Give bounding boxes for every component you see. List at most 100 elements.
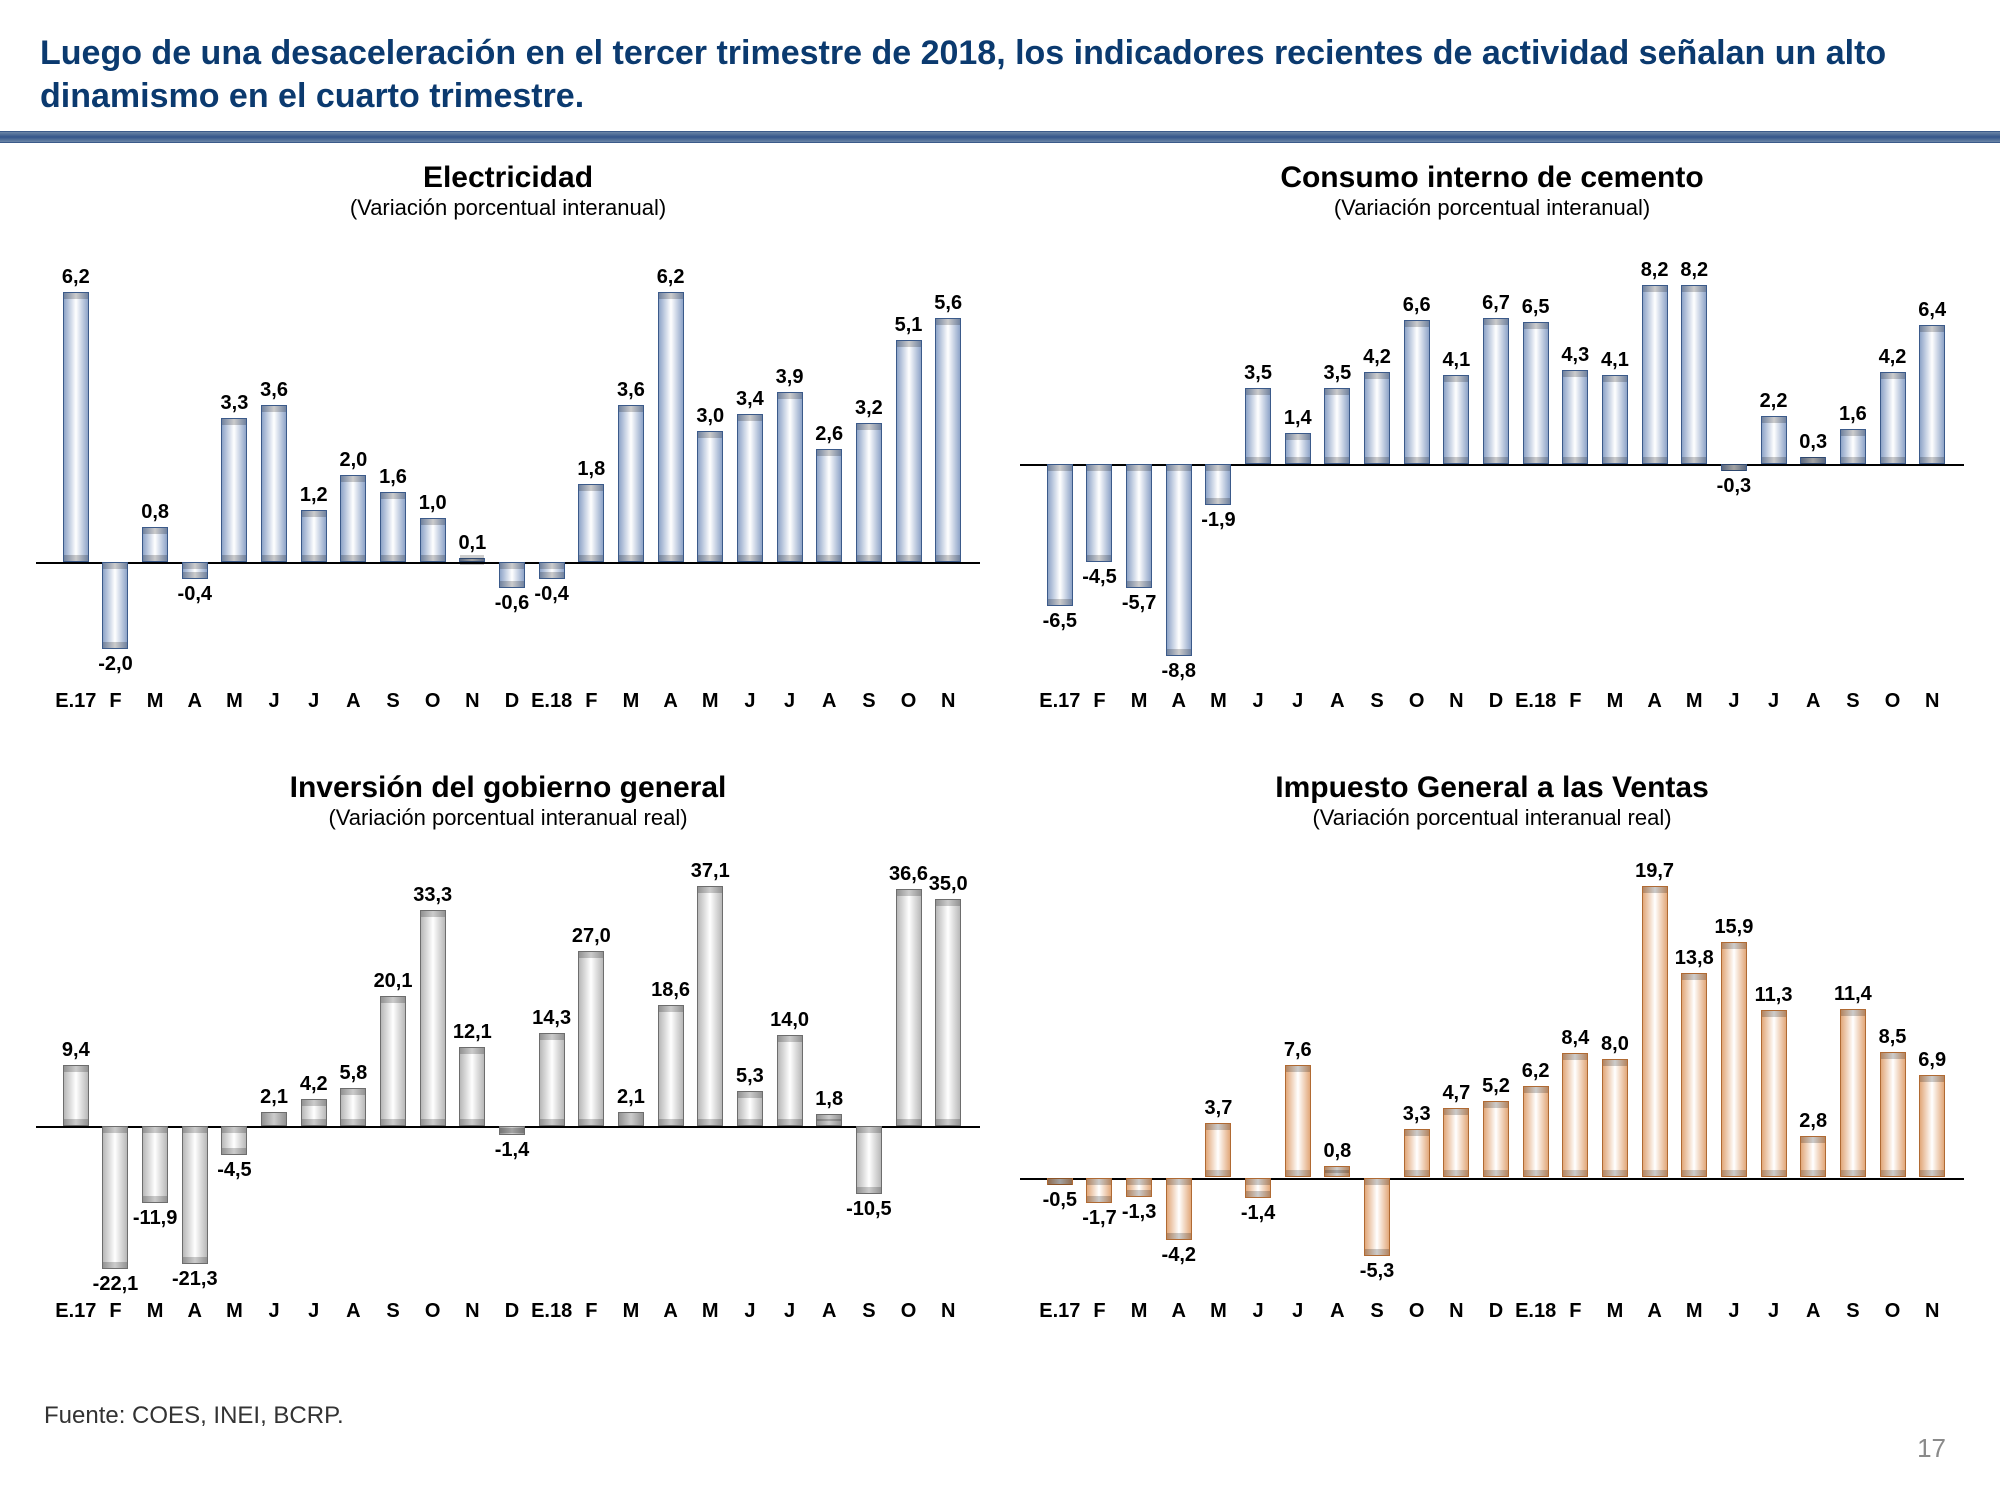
chart-subtitle: (Variación porcentual interanual real) (1020, 805, 1964, 831)
chart-value-label: -11,9 (133, 1207, 177, 1230)
chart-bar (1523, 322, 1549, 464)
chart-value-label: -0,4 (178, 583, 212, 606)
chart-category-label: S (1370, 1300, 1383, 1323)
chart-category-label: M (1686, 690, 1703, 713)
chart-bar (142, 1126, 168, 1203)
chart-value-label: -1,4 (1241, 1202, 1275, 1225)
chart-category-label: J (744, 690, 755, 713)
chart-category-label: M (1686, 1300, 1703, 1323)
chart-value-label: 7,6 (1284, 1039, 1312, 1062)
chart-category-label: S (386, 690, 399, 713)
chart-bar (896, 889, 922, 1126)
chart-value-label: 14,3 (532, 1007, 571, 1030)
chart-category-label: D (505, 1300, 519, 1323)
chart-value-label: 6,5 (1522, 296, 1550, 319)
chart-bar (1285, 1065, 1311, 1177)
chart-category-label: J (1292, 1300, 1303, 1323)
chart-bar (658, 292, 684, 562)
chart-value-label: 4,3 (1561, 344, 1589, 367)
chart-value-label: 8,4 (1561, 1027, 1589, 1050)
chart-category-label: M (1607, 690, 1624, 713)
chart-value-label: 1,8 (815, 1088, 843, 1111)
chart-bar (1880, 372, 1906, 464)
chart-bar (1166, 464, 1192, 656)
chart-bar (737, 1091, 763, 1125)
chart-value-label: 3,5 (1244, 362, 1272, 385)
chart-category-label: A (188, 1300, 202, 1323)
chart-value-label: 14,0 (770, 1009, 809, 1032)
chart-bar (1364, 372, 1390, 464)
chart-value-label: -22,1 (93, 1273, 139, 1296)
chart-category-label: A (346, 690, 360, 713)
chart-bar (1205, 1123, 1231, 1178)
chart-category-label: J (269, 1300, 280, 1323)
chart-category-label: A (346, 1300, 360, 1323)
chart-bar (737, 414, 763, 562)
chart-category-label: M (226, 1300, 243, 1323)
chart-bar (1642, 886, 1668, 1177)
chart-value-label: -6,5 (1043, 610, 1077, 633)
chart-value-label: 8,5 (1879, 1026, 1907, 1049)
chart-category-label: F (1093, 690, 1105, 713)
chart-bar (1047, 1178, 1073, 1185)
chart-category-label: J (1728, 1300, 1739, 1323)
chart-value-label: -8,8 (1162, 660, 1196, 683)
chart-category-label: J (784, 690, 795, 713)
chart-bar (658, 1005, 684, 1125)
charts-grid: Electricidad (Variación porcentual inter… (36, 161, 1964, 1341)
chart-value-label: 3,6 (617, 379, 645, 402)
chart-category-label: N (1925, 690, 1939, 713)
chart-category-label: E.18 (1515, 1300, 1556, 1323)
chart-bar (380, 492, 406, 562)
chart-value-label: 2,1 (617, 1086, 645, 1109)
chart-bar (1761, 1010, 1787, 1177)
chart-value-label: 2,8 (1799, 1110, 1827, 1133)
chart-bar (777, 1035, 803, 1126)
chart-value-label: 2,1 (260, 1086, 288, 1109)
chart-value-label: 3,3 (221, 392, 249, 415)
chart-value-label: 6,9 (1918, 1049, 1946, 1072)
chart-subtitle: (Variación porcentual interanual) (36, 195, 980, 221)
chart-value-label: 1,8 (577, 458, 605, 481)
chart-category-label: M (1131, 1300, 1148, 1323)
chart-bar (1919, 325, 1945, 464)
chart-category-label: E.17 (1039, 690, 1080, 713)
chart-category-label: S (862, 1300, 875, 1323)
chart-value-label: 1,0 (419, 492, 447, 515)
chart-value-label: 8,2 (1680, 259, 1708, 282)
chart-category-label: M (702, 690, 719, 713)
chart-value-label: 1,6 (1839, 403, 1867, 426)
chart-title: Impuesto General a las Ventas (1020, 771, 1964, 805)
chart-category-label: S (862, 690, 875, 713)
chart-bar (1681, 973, 1707, 1177)
chart-bar (856, 423, 882, 562)
chart-category-label: M (226, 690, 243, 713)
chart-bar (1047, 464, 1073, 606)
chart-bar (1324, 388, 1350, 464)
chart-value-label: -4,2 (1162, 1244, 1196, 1267)
chart-title: Inversión del gobierno general (36, 771, 980, 805)
chart-category-label: M (623, 690, 640, 713)
chart-bar (1443, 1108, 1469, 1177)
chart-bar (380, 996, 406, 1126)
chart-bar (182, 562, 208, 579)
chart-category-label: A (1330, 1300, 1344, 1323)
chart-bar (1761, 416, 1787, 464)
chart-category-label: E.18 (531, 1300, 572, 1323)
chart-category-label: S (1846, 690, 1859, 713)
chart-value-label: 5,3 (736, 1065, 764, 1088)
chart-bar (816, 1114, 842, 1126)
chart-category-label: M (147, 1300, 164, 1323)
chart-category-label: D (1489, 690, 1503, 713)
chart-category-label: A (1647, 690, 1661, 713)
chart-bar (1086, 1178, 1112, 1203)
chart-area: 6,2E.17-2,0F0,8M-0,4A3,3M3,6J1,2J2,0A1,6… (36, 229, 980, 731)
chart-value-label: 3,6 (260, 379, 288, 402)
chart-value-label: 3,3 (1403, 1103, 1431, 1126)
chart-value-label: 33,3 (413, 884, 452, 907)
chart-category-label: O (901, 1300, 917, 1323)
chart-bar (1086, 464, 1112, 562)
chart-value-label: 0,8 (141, 501, 169, 524)
chart-category-label: F (1093, 1300, 1105, 1323)
chart-category-label: A (1172, 690, 1186, 713)
